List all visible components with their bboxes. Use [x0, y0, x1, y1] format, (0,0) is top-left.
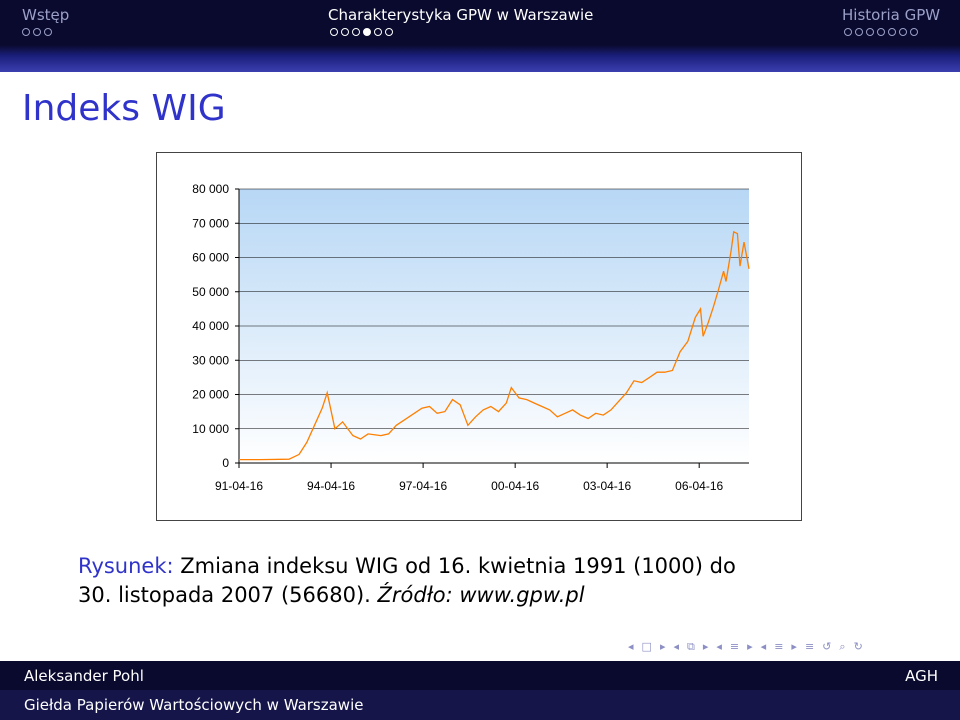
caption-line-2: 30. listopada 2007 (56680).: [78, 583, 371, 607]
nav-dot[interactable]: [33, 28, 41, 36]
nav-dot[interactable]: [341, 28, 349, 36]
nav-dot[interactable]: [910, 28, 918, 36]
page-title: Indeks WIG: [22, 88, 226, 129]
nav-dot[interactable]: [22, 28, 30, 36]
x-tick-label: 06-04-16: [675, 479, 723, 493]
caption-source: Źródło: www.gpw.pl: [377, 583, 585, 607]
wig-line-chart: 0 10 000 20 000 30 000 40 000 50 000 60 000 70 …: [192, 182, 750, 493]
nav-dot[interactable]: [330, 28, 338, 36]
header-gradient-band: [0, 45, 960, 72]
nav-dot[interactable]: [44, 28, 52, 36]
arrow-right-icon[interactable]: ▸: [791, 640, 797, 653]
footer-author: Aleksander Pohl: [24, 667, 144, 685]
subsection-icon[interactable]: ⧉: [687, 640, 695, 653]
nav-dot[interactable]: [374, 28, 382, 36]
y-tick-labels: 0 10 000 20 000 30 000 40 000 50 000 60 000 70 …: [192, 182, 229, 470]
y-tick-label: 40 000: [192, 319, 229, 333]
arrow-left-icon[interactable]: ◂: [628, 640, 634, 653]
nav-dot[interactable]: [385, 28, 393, 36]
nav-section-historia[interactable]: Historia GPW: [842, 6, 941, 24]
y-tick-label: 50 000: [192, 285, 229, 299]
footer-title: Giełda Papierów Wartościowych w Warszawi…: [24, 696, 364, 714]
nav-dot[interactable]: [844, 28, 852, 36]
nav-section-wstep[interactable]: Wstęp: [22, 6, 70, 24]
nav-dot[interactable]: [363, 28, 371, 36]
arrow-left-icon[interactable]: ◂: [716, 640, 722, 653]
x-tick-labels: 91-04-16 94-04-16 97-04-16 00-04-16 03-04-16…: [215, 479, 724, 493]
arrow-left-icon[interactable]: ◂: [673, 640, 679, 653]
nav-dot[interactable]: [855, 28, 863, 36]
footer-institute: AGH: [905, 667, 938, 685]
x-tick-label: 91-04-16: [215, 479, 263, 493]
search-icon[interactable]: ⌕: [839, 640, 846, 653]
y-tick-label: 80 000: [192, 182, 229, 196]
document-icon[interactable]: ≡: [774, 640, 784, 653]
nav-dot[interactable]: [888, 28, 896, 36]
chart-frame: 0 10 000 20 000 30 000 40 000 50 000 60 000 70 …: [156, 152, 802, 521]
wig-index-line: [239, 230, 750, 461]
section-icon[interactable]: ≡: [729, 640, 740, 653]
footer-title-bar: Giełda Papierów Wartościowych w Warszawi…: [0, 690, 960, 720]
back-icon[interactable]: ↺: [822, 640, 832, 653]
figure-caption: Rysunek: Zmiana indeksu WIG od 16. kwiet…: [78, 552, 878, 610]
nav-dot[interactable]: [866, 28, 874, 36]
nav-dots-wstep[interactable]: [22, 28, 52, 38]
frame-icon[interactable]: □: [641, 640, 652, 653]
y-tick-label: 30 000: [192, 353, 229, 367]
x-tick-label: 03-04-16: [583, 479, 631, 493]
arrow-left-icon[interactable]: ◂: [760, 640, 767, 653]
caption-label: Rysunek:: [78, 554, 174, 578]
footer-author-bar: Aleksander Pohl AGH: [0, 661, 960, 690]
arrow-right-icon[interactable]: ▸: [702, 640, 709, 653]
x-tick-label: 94-04-16: [307, 479, 355, 493]
x-tick-label: 00-04-16: [491, 479, 539, 493]
axes: [238, 189, 749, 468]
nav-dots-historia[interactable]: [844, 28, 918, 38]
x-tick-label: 97-04-16: [399, 479, 447, 493]
y-tick-label: 0: [222, 456, 229, 470]
arrow-right-icon[interactable]: ▸: [747, 640, 753, 653]
nav-dots-charakterystyka[interactable]: [330, 28, 393, 38]
nav-dot[interactable]: [899, 28, 907, 36]
y-tick-label: 20 000: [192, 388, 229, 402]
y-tick-label: 10 000: [192, 422, 229, 436]
caption-line-1: Zmiana indeksu WIG od 16. kwietnia 1991 …: [180, 554, 736, 578]
beamer-navigation-symbols: ◂ □ ▸ ◂ ⧉ ▸ ◂ ≡ ▸ ◂ ≡ ▸ ≡ ↺ ⌕ ↻: [628, 640, 863, 654]
nav-dot[interactable]: [352, 28, 360, 36]
section-navigation-bar: Wstęp Charakterystyka GPW w Warszawie Hi…: [0, 0, 960, 45]
align-icon[interactable]: ≡: [804, 640, 815, 653]
arrow-right-icon[interactable]: ▸: [659, 640, 666, 653]
forward-icon[interactable]: ↻: [853, 640, 863, 653]
y-tick-label: 70 000: [192, 216, 229, 230]
nav-section-charakterystyka[interactable]: Charakterystyka GPW w Warszawie: [328, 6, 594, 24]
y-tick-label: 60 000: [192, 251, 229, 265]
nav-dot[interactable]: [877, 28, 885, 36]
grid-lines: [235, 188, 749, 464]
